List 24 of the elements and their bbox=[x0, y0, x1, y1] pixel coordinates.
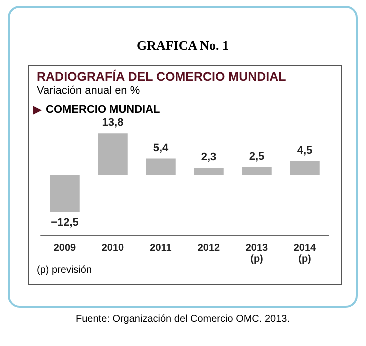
x-tick-label: 2013 (p) bbox=[246, 243, 269, 265]
bar bbox=[194, 168, 224, 175]
data-label: 5,4 bbox=[153, 142, 170, 154]
x-tick-label: 2010 bbox=[102, 243, 125, 254]
x-tick-label: 2009 bbox=[54, 243, 77, 254]
x-tick-label: 2012 bbox=[198, 243, 221, 254]
chart-subtitle: RADIOGRAFÍA DEL COMERCIO MUNDIAL bbox=[37, 70, 286, 84]
data-label: 13,8 bbox=[102, 117, 124, 130]
x-tick-label: 2014 (p) bbox=[294, 243, 317, 265]
x-tick-label: 2011 bbox=[150, 243, 172, 254]
data-label: −12,5 bbox=[51, 217, 79, 229]
y-axis-title: Variación anual en % bbox=[37, 85, 140, 97]
data-label: 2,5 bbox=[249, 151, 265, 163]
bar bbox=[50, 175, 80, 212]
chart-title: GRAFICA No. 1 bbox=[136, 38, 230, 54]
source-note: Fuente: Organización del Comercio OMC. 2013. bbox=[75, 314, 291, 325]
data-label: 4,5 bbox=[297, 145, 313, 157]
bar bbox=[146, 158, 176, 175]
bar bbox=[98, 134, 128, 175]
bar bbox=[290, 162, 320, 175]
text: COMERCIO MUNDIAL bbox=[46, 104, 160, 116]
bar bbox=[242, 168, 272, 175]
data-label: 2,3 bbox=[201, 152, 217, 164]
text: (p) previsión bbox=[37, 265, 92, 276]
